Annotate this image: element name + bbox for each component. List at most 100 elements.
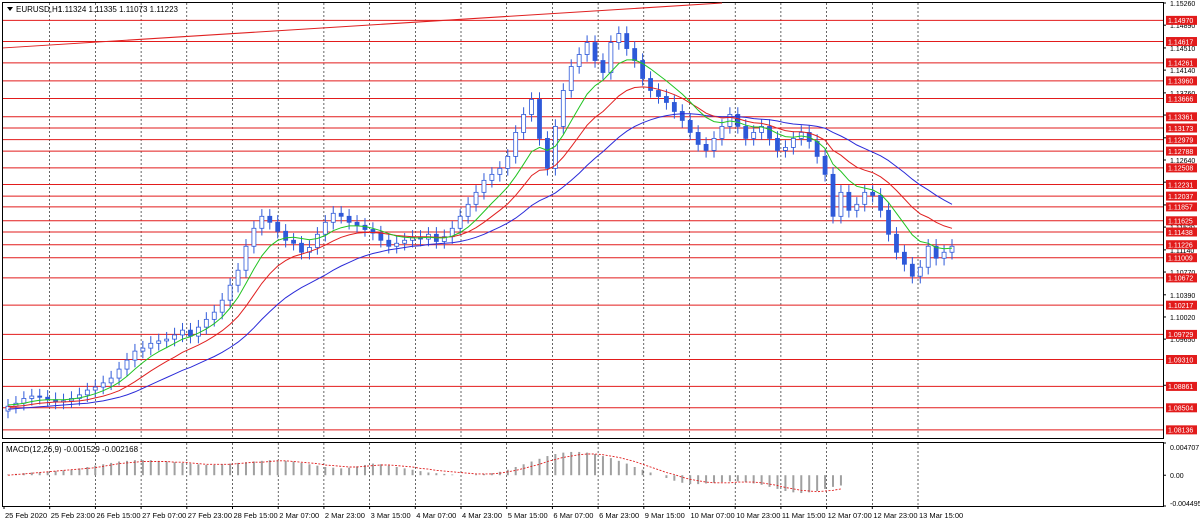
- candle-body: [211, 311, 217, 320]
- x-tick-label: 12 Mar 23:00: [873, 511, 917, 520]
- candle-body: [529, 99, 534, 115]
- level-label: 1.13173: [1168, 126, 1193, 133]
- x-tick-label: 28 Feb 15:00: [234, 511, 278, 520]
- candle-body: [410, 236, 415, 241]
- candle-body: [814, 141, 820, 157]
- candle-body: [441, 236, 447, 242]
- candle-body: [560, 90, 566, 127]
- trend-line-segment: [2, 2, 723, 49]
- price-pane-frame: [2, 2, 1164, 439]
- candle-body: [124, 359, 130, 370]
- candle-body: [457, 215, 463, 229]
- candle-body: [322, 221, 328, 235]
- level-label-bg: [1166, 240, 1197, 250]
- level-label-bg: [1166, 76, 1197, 86]
- level-label: 1.14970: [1168, 18, 1193, 25]
- y-tick-label: 1.11140: [1170, 248, 1194, 255]
- triangle-down-icon[interactable]: [7, 7, 13, 11]
- candle-body: [751, 132, 757, 139]
- candle-body: [902, 251, 907, 265]
- candle-body: [76, 394, 82, 399]
- candle-body: [140, 347, 146, 352]
- candle-body: [576, 54, 582, 67]
- x-tick-label: 4 Mar 07:00: [416, 511, 456, 520]
- ma-fast-line: [7, 59, 953, 406]
- level-label-bg: [1166, 300, 1197, 310]
- x-tick-label: 2 Mar 23:00: [325, 511, 365, 520]
- candle-body: [822, 155, 828, 175]
- candle-body: [862, 191, 868, 205]
- candle-body: [545, 138, 550, 169]
- level-label-bg: [1166, 381, 1197, 391]
- level-label: 1.12037: [1168, 194, 1193, 201]
- trend-line[interactable]: [2, 2, 723, 49]
- candle-body: [330, 212, 336, 223]
- candle-body: [632, 48, 638, 61]
- candle-body: [219, 299, 225, 313]
- x-tick-label: 11 Mar 15:00: [782, 511, 826, 520]
- level-label-bg: [1166, 123, 1197, 133]
- candle-body: [291, 239, 296, 244]
- y-tick-label: 1.14890: [1170, 23, 1195, 30]
- candle-body: [727, 114, 733, 127]
- level-label: 1.13666: [1168, 96, 1193, 103]
- level-label: 1.12508: [1168, 166, 1193, 173]
- y-tick-label: 1.14140: [1170, 68, 1195, 75]
- level-label: 1.09310: [1168, 357, 1193, 364]
- x-tick-label: 6 Mar 07:00: [553, 511, 593, 520]
- candle-body: [259, 215, 265, 229]
- candle-body: [505, 155, 511, 169]
- x-tick-label: 10 Mar 07:00: [691, 511, 735, 520]
- level-label-bg: [1166, 135, 1197, 145]
- candle-body: [648, 78, 653, 91]
- candle-body: [687, 120, 693, 133]
- candle-body: [703, 144, 709, 151]
- candle-body: [92, 386, 98, 391]
- candle-body: [909, 263, 915, 277]
- ma-slow-line: [7, 113, 953, 410]
- ohlc-label: 1.11324 1.11335 1.11073 1.11223: [58, 5, 179, 14]
- candle-body: [941, 251, 947, 259]
- candle-body: [132, 350, 138, 361]
- candle-body: [798, 132, 804, 139]
- level-label: 1.10672: [1168, 276, 1193, 283]
- candle-body: [886, 209, 891, 235]
- x-tick-label: 9 Mar 15:00: [645, 511, 685, 520]
- candle-body: [584, 42, 590, 55]
- candle-body: [925, 245, 931, 268]
- x-tick-label: 2 Mar 07:00: [279, 511, 319, 520]
- candle-body: [735, 114, 741, 127]
- candle-body: [29, 395, 35, 399]
- level-label: 1.11438: [1168, 230, 1193, 237]
- level-label-bg: [1166, 37, 1197, 47]
- y-tick-label: 1.12640: [1170, 158, 1195, 165]
- candle-body: [949, 245, 955, 253]
- candle-body: [878, 194, 884, 211]
- level-label-bg: [1166, 112, 1197, 122]
- x-tick-label: 27 Feb 07:00: [142, 511, 186, 520]
- x-tick-label: 25 Feb 23:00: [51, 511, 95, 520]
- candle-body: [164, 338, 170, 342]
- level-label-bg: [1166, 216, 1197, 226]
- level-label: 1.10217: [1168, 303, 1193, 310]
- level-label-bg: [1166, 191, 1197, 201]
- candle-body: [838, 191, 844, 217]
- candle-body: [307, 247, 312, 253]
- candle-body: [346, 215, 352, 223]
- candle-body: [624, 33, 630, 49]
- level-label-bg: [1166, 146, 1197, 156]
- x-tick-label: 10 Mar 23:00: [736, 511, 780, 520]
- candle-body: [695, 132, 701, 145]
- horizontal-levels: [3, 19, 1163, 431]
- macd-label: MACD(12,26,9) -0.001529 -0.002168: [6, 445, 139, 454]
- candle-body: [592, 42, 598, 61]
- candle-body: [156, 340, 162, 344]
- macd-signal-line: [7, 453, 841, 493]
- time-axis[interactable]: 25 Feb 2020 25 Feb 23:00 26 Feb 15:00 27 Fe…: [3, 506, 963, 520]
- level-label-bg: [1166, 253, 1197, 263]
- candle-body: [711, 138, 717, 151]
- candle-body: [489, 173, 495, 181]
- candle-body: [743, 126, 749, 139]
